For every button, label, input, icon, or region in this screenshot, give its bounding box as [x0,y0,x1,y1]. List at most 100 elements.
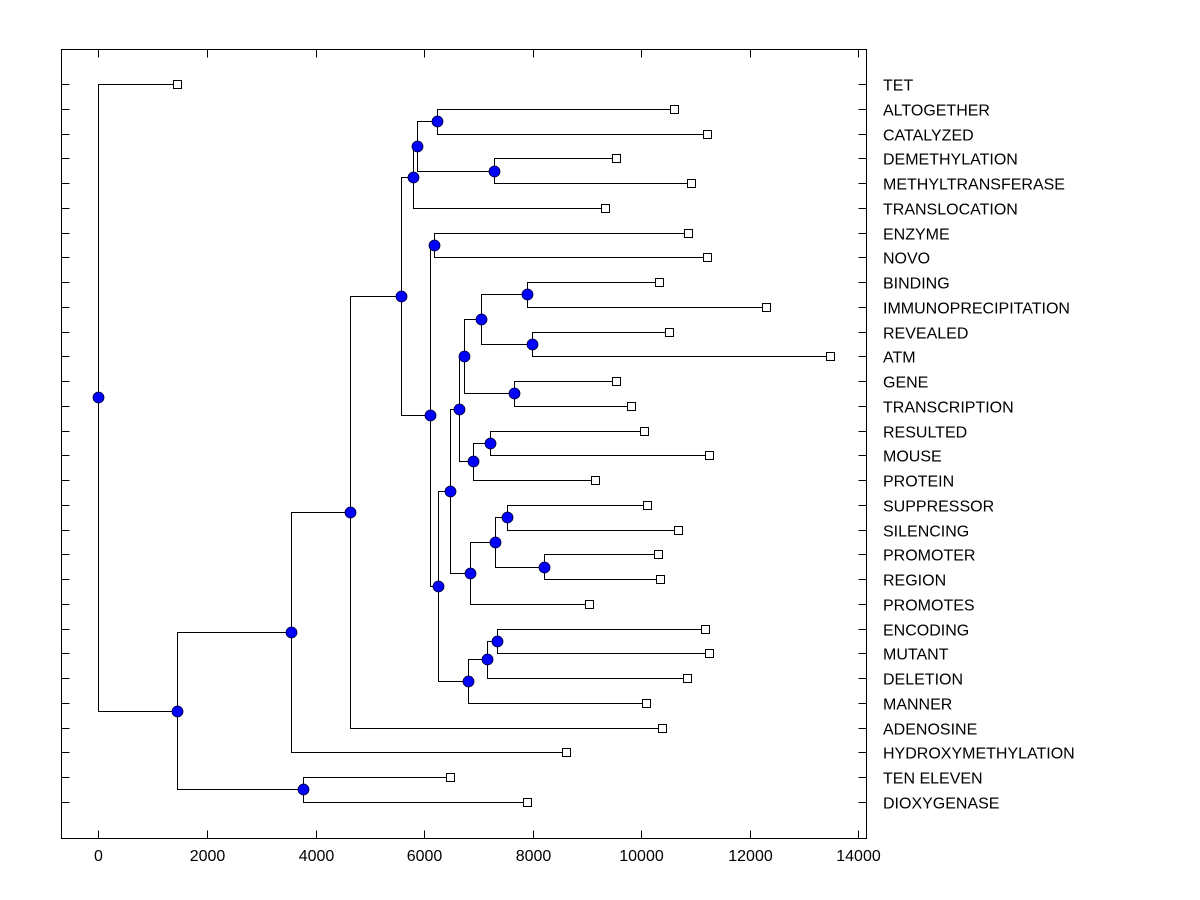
internal-node [462,675,475,688]
branch [350,296,402,513]
x-tick-label: 0 [94,848,103,865]
internal-node [526,338,539,351]
internal-node [407,171,420,184]
leaf-node [627,402,636,411]
leaf-label: REVEALED [883,326,968,343]
branch [291,632,567,753]
leaf-label: PROMOTER [883,548,975,565]
leaf-label: CATALYZED [883,128,974,145]
leaf-label: MUTANT [883,647,949,664]
leaf-node [701,625,710,634]
internal-node [432,580,445,593]
branch [481,319,533,345]
internal-node [444,485,457,498]
leaf-label: TRANSCRIPTION [883,400,1014,417]
branch [401,296,431,416]
x-tick-labels: 0 2000 4000 6000 8000 10000 12000 14000 [94,848,881,865]
leaf-label: ALTOGETHER [883,103,990,120]
leaf-label: ADENOSINE [883,722,977,739]
leaf-node [173,80,182,89]
x-tick-label: 2000 [190,848,226,865]
leaf-labels: TET ALTOGETHER CATALYZED DEMETHYLATION METHY… [883,78,1075,813]
branch [291,512,351,633]
leaf-node [640,427,649,436]
leaf-node [705,649,714,658]
leaf-node [683,674,692,683]
leaf-node [562,748,571,757]
leaf-label: HYDROXYMETHYLATION [883,746,1075,763]
x-tick-label: 10000 [619,848,664,865]
leaf-node [655,278,664,287]
leaf-node [665,328,674,337]
branch [470,573,590,605]
branch [495,542,545,568]
leaf-label: ENZYME [883,227,950,244]
branch [468,659,488,682]
internal-node [467,455,480,468]
branch [470,542,496,574]
internal-node [481,653,494,666]
leaf-node [446,773,455,782]
internal-node [411,140,424,153]
leaf-label: ATM [883,350,916,367]
branch [98,84,178,398]
branch [417,121,438,147]
internal-node [395,290,408,303]
leaf-node [670,105,679,114]
leaf-node [643,501,652,510]
leaf-label: TEN ELEVEN [883,771,983,788]
internal-node [344,506,357,519]
internal-node [428,239,441,252]
leaf-label: RESULTED [883,425,967,442]
leaf-node [642,699,651,708]
internal-node [538,561,551,574]
branch [177,711,304,790]
x-tick-label: 8000 [516,848,552,865]
leaf-label: DIOXYGENASE [883,796,999,813]
leaf-node [585,600,594,609]
leaf-label: ENCODING [883,623,969,640]
internal-node [424,409,437,422]
x-axis-ticks [98,49,859,839]
branch [481,294,528,320]
branch [177,632,292,712]
branch [487,659,688,679]
leaf-node [703,130,712,139]
plot-frame [61,49,867,839]
leaf-node [826,352,835,361]
leaf-node [705,451,714,460]
branch [350,512,663,729]
leaf-node [703,253,712,262]
leaf-label: GENE [883,375,928,392]
leaf-label: MANNER [883,697,952,714]
internal-node [501,511,514,524]
x-tick-label: 6000 [407,848,443,865]
leaf-label: MOUSE [883,449,942,466]
leaf-node [684,229,693,238]
x-tick-label: 4000 [299,848,335,865]
leaf-node [656,575,665,584]
leaf-label: PROTEIN [883,474,954,491]
leaf-label: TET [883,78,913,95]
internal-node [431,115,444,128]
leaf-label: REGION [883,573,946,590]
internal-node [92,391,105,404]
internal-node [171,705,184,718]
internal-node [297,783,310,796]
branch [468,681,647,704]
branch [413,177,606,209]
x-tick-label: 12000 [728,848,773,865]
internal-node [453,403,466,416]
leaf-label: SUPPRESSOR [883,499,994,516]
internal-node [475,313,488,326]
leaf-label: DEMETHYLATION [883,152,1018,169]
internal-node [491,635,504,648]
leaf-node [523,798,532,807]
leaf-node [591,476,600,485]
x-tick-label: 14000 [836,848,881,865]
leaf-node [687,179,696,188]
leaf-label: SILENCING [883,524,969,541]
internal-node [458,350,471,363]
leaf-label: NOVO [883,251,930,268]
